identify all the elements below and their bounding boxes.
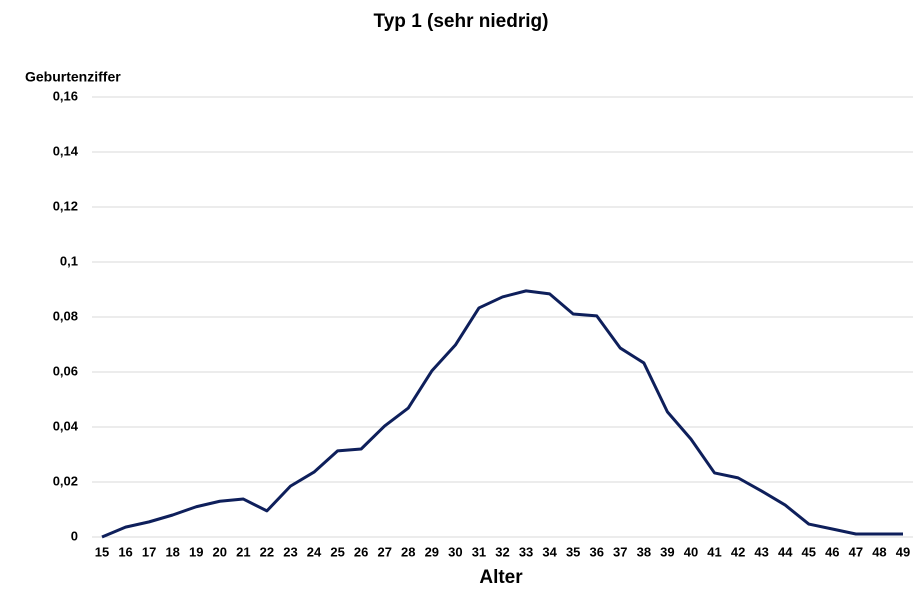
y-tick-label: 0,16 bbox=[53, 88, 78, 103]
x-tick-label: 44 bbox=[778, 544, 793, 559]
x-tick-label: 18 bbox=[165, 544, 179, 559]
x-tick-label: 32 bbox=[495, 544, 509, 559]
y-tick-label: 0,14 bbox=[53, 143, 79, 158]
x-tick-label: 17 bbox=[142, 544, 156, 559]
x-tick-label: 20 bbox=[213, 544, 227, 559]
x-tick-label: 26 bbox=[354, 544, 368, 559]
x-tick-label: 24 bbox=[307, 544, 322, 559]
y-tick-label: 0,04 bbox=[53, 418, 79, 433]
x-tick-label: 33 bbox=[519, 544, 533, 559]
x-tick-label: 47 bbox=[849, 544, 863, 559]
x-tick-label: 15 bbox=[95, 544, 109, 559]
x-tick-label: 23 bbox=[283, 544, 297, 559]
x-tick-label: 16 bbox=[118, 544, 132, 559]
x-tick-label: 31 bbox=[472, 544, 486, 559]
x-tick-label: 36 bbox=[590, 544, 604, 559]
x-tick-label: 41 bbox=[707, 544, 721, 559]
x-tick-label: 28 bbox=[401, 544, 415, 559]
x-tick-label: 45 bbox=[802, 544, 816, 559]
y-tick-label: 0 bbox=[71, 528, 78, 543]
x-axis-label: Alter bbox=[479, 567, 523, 588]
x-tick-label: 21 bbox=[236, 544, 250, 559]
x-tick-label: 42 bbox=[731, 544, 745, 559]
y-tick-label: 0,08 bbox=[53, 308, 78, 323]
x-tick-label: 38 bbox=[637, 544, 651, 559]
x-tick-label: 46 bbox=[825, 544, 839, 559]
x-tick-label: 29 bbox=[425, 544, 439, 559]
x-tick-label: 34 bbox=[542, 544, 557, 559]
y-tick-label: 0,06 bbox=[53, 363, 78, 378]
y-tick-label: 0,02 bbox=[53, 473, 78, 488]
x-tick-label: 35 bbox=[566, 544, 580, 559]
x-tick-label: 37 bbox=[613, 544, 627, 559]
x-tick-label: 30 bbox=[448, 544, 462, 559]
x-tick-label: 43 bbox=[754, 544, 768, 559]
y-tick-label: 0,1 bbox=[60, 253, 78, 268]
y-tick-label: 0,12 bbox=[53, 198, 78, 213]
x-tick-label: 39 bbox=[660, 544, 674, 559]
x-tick-label: 25 bbox=[330, 544, 344, 559]
x-tick-label: 22 bbox=[260, 544, 274, 559]
x-tick-label: 40 bbox=[684, 544, 698, 559]
x-tick-label: 48 bbox=[872, 544, 886, 559]
y-axis-label: Geburtenziffer bbox=[25, 69, 121, 85]
x-tick-label: 49 bbox=[896, 544, 910, 559]
x-tick-label: 27 bbox=[377, 544, 391, 559]
x-tick-label: 19 bbox=[189, 544, 203, 559]
data-line bbox=[101, 289, 903, 539]
chart-title: Typ 1 (sehr niedrig) bbox=[374, 11, 549, 32]
